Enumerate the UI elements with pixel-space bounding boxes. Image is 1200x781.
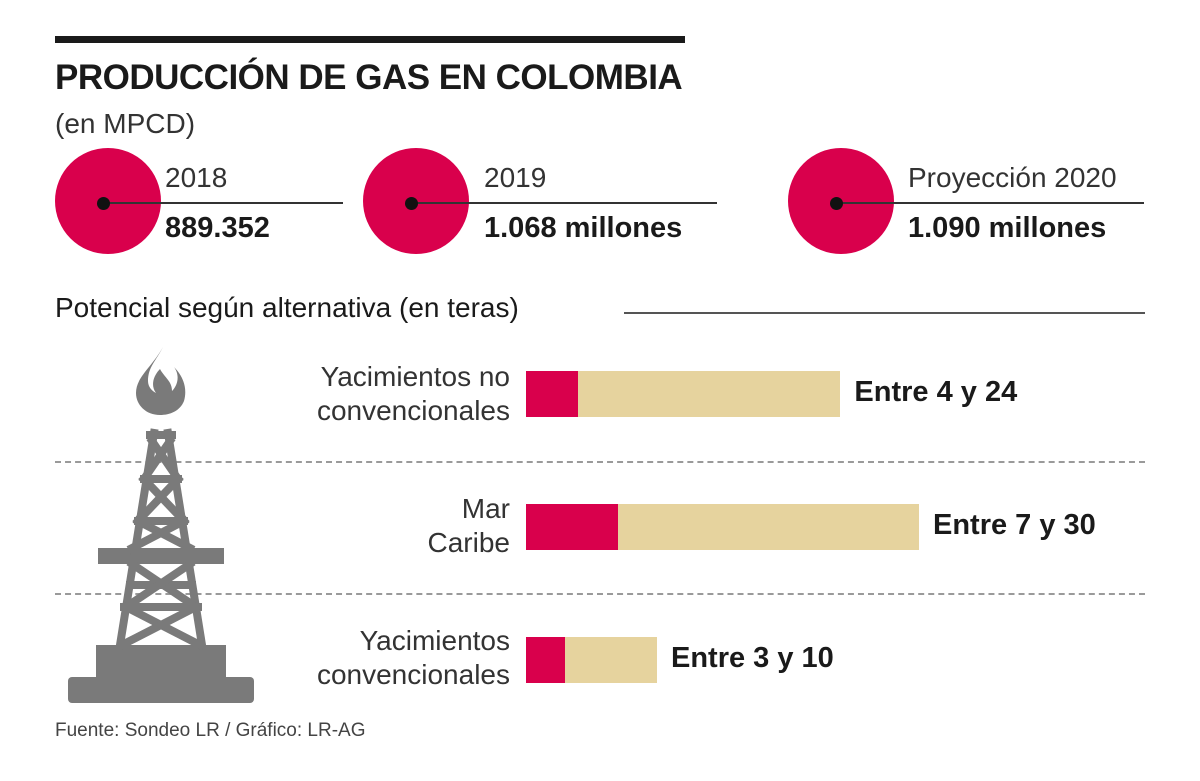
stat-line: [411, 202, 717, 204]
stat-dot: [830, 197, 843, 210]
bar-category-label: Yacimientos convencionales: [316, 625, 510, 690]
source-note: Fuente: Sondeo LR / Gráfico: LR-AG: [55, 720, 366, 741]
row-divider: [55, 593, 1145, 595]
stat-value: 1.090 millones: [908, 212, 1107, 244]
top-rule: [55, 36, 685, 43]
stat-line: [103, 202, 343, 204]
page-subtitle: (en MPCD): [55, 108, 196, 139]
bar-value-label: Entre 3 y 10: [671, 642, 834, 674]
stat-year: 2019: [484, 162, 547, 193]
page-title: PRODUCCIÓN DE GAS EN COLOMBIA: [55, 58, 683, 97]
stat-value: 1.068 millones: [484, 212, 683, 244]
bar-row: [526, 504, 919, 550]
bar-value-label: Entre 7 y 30: [933, 509, 1096, 541]
bar-row: [526, 371, 841, 417]
bar-min: [526, 504, 618, 550]
stat-value: 889.352: [165, 212, 270, 244]
stat-year: Proyección 2020: [908, 162, 1117, 193]
bar-min: [526, 371, 579, 417]
bar-value-label: Entre 4 y 24: [854, 376, 1018, 408]
gas-rig-icon: [68, 347, 254, 703]
stat-line: [836, 202, 1144, 204]
section-title: Potencial según alternativa (en teras): [55, 292, 519, 323]
stat-year: 2018: [165, 162, 228, 193]
row-divider: [55, 461, 1145, 463]
section-rule: [624, 312, 1145, 314]
bar-range: [526, 371, 841, 417]
bar-row: [526, 637, 657, 683]
stat-dot: [97, 197, 110, 210]
bar-category-label: Mar Caribe: [427, 493, 510, 558]
stat-dot: [405, 197, 418, 210]
bar-category-label: Yacimientos no convencionales: [316, 361, 510, 426]
bar-min: [526, 637, 566, 683]
